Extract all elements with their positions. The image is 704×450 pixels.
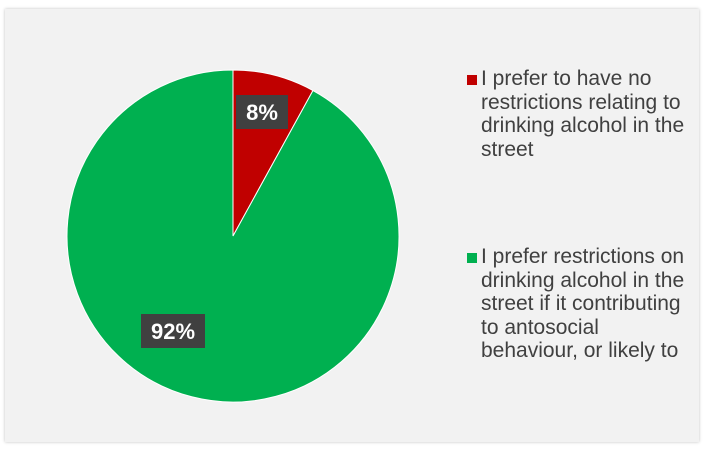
legend-item-no-restrictions: I prefer to have no restrictions relatin… xyxy=(467,67,699,161)
legend-swatch-red xyxy=(467,75,477,85)
data-label-text-0: 8% xyxy=(246,100,278,125)
data-label-box-0 xyxy=(236,95,288,129)
legend-label-prefer-restrictions: I prefer restrictions on drinking alcoho… xyxy=(481,245,685,362)
data-labels: 8% 92% xyxy=(141,95,288,348)
chart-area: 8% 92% I prefer to have no restrictions r… xyxy=(5,9,699,442)
legend-label-no-restrictions: I prefer to have no restrictions relatin… xyxy=(481,67,685,161)
data-label-1: 92% xyxy=(141,314,205,348)
data-label-text-1: 92% xyxy=(151,319,195,344)
legend-item-prefer-restrictions: I prefer restrictions on drinking alcoho… xyxy=(467,245,699,363)
legend-swatch-green xyxy=(467,253,477,263)
pie-slices xyxy=(66,69,400,403)
data-label-box-1 xyxy=(141,314,205,348)
data-label-0: 8% xyxy=(236,95,288,129)
pie-slice-1 xyxy=(66,69,400,403)
pie-chart: 8% 92% xyxy=(66,69,400,403)
